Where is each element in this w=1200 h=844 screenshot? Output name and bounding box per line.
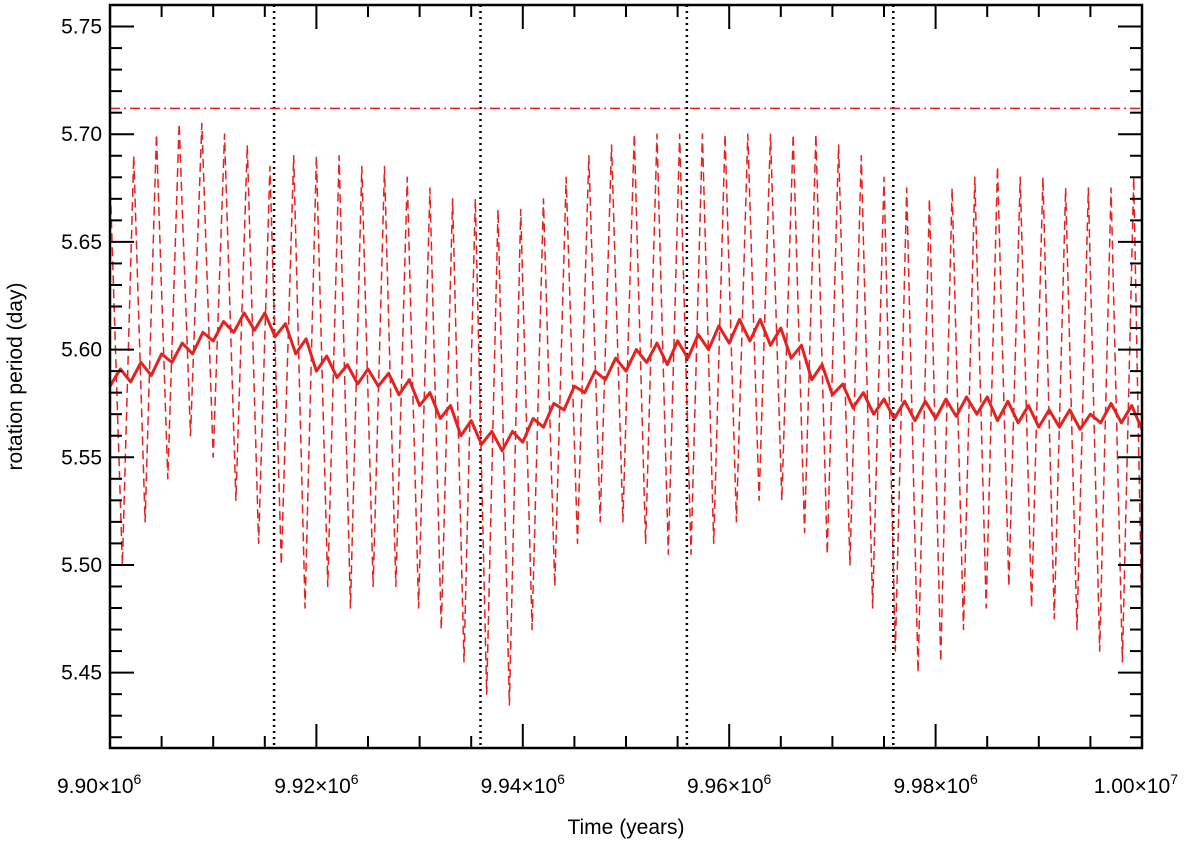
y-tick-label: 5.50 — [61, 554, 102, 577]
x-tick-label: 9.90×106 — [57, 771, 142, 798]
y-axis-title: rotation period (day) — [4, 283, 27, 471]
y-tick-label: 5.75 — [61, 16, 102, 39]
x-tick-label: 9.94×106 — [481, 771, 566, 798]
series-line-solid — [110, 311, 1142, 453]
y-tick-label: 5.60 — [61, 339, 102, 362]
x-tick-label: 9.98×106 — [893, 771, 978, 798]
y-tick-label: 5.45 — [61, 662, 102, 685]
y-tick-label: 5.55 — [61, 446, 102, 469]
y-tick-label: 5.65 — [61, 231, 102, 254]
x-tick-label: 1.00×107 — [1094, 771, 1179, 798]
series-line-dashed — [110, 122, 1142, 706]
x-tick-label: 9.92×106 — [274, 771, 359, 798]
x-tick-label: 9.96×106 — [687, 771, 772, 798]
y-tick-label: 5.70 — [61, 123, 102, 146]
x-axis-title: Time (years) — [567, 816, 684, 839]
